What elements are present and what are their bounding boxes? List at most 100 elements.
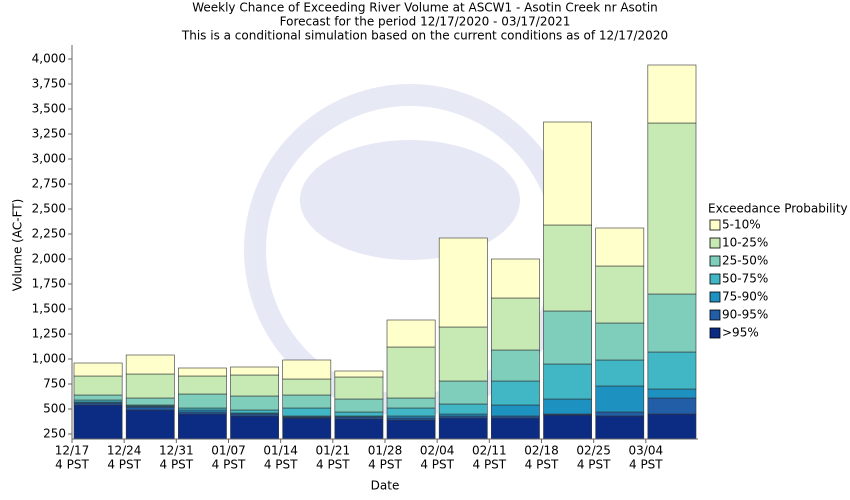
bar-segment xyxy=(125,397,175,406)
bar-segment xyxy=(178,393,227,409)
x-tick-sublabel: 4 PST xyxy=(577,458,611,472)
bar-segment xyxy=(491,380,540,406)
legend-label: 25-50% xyxy=(722,254,768,268)
y-tick-label: 3,250 xyxy=(32,127,66,141)
bar-segment xyxy=(491,297,540,351)
legend-swatch xyxy=(709,327,721,339)
y-tick-label: 2,000 xyxy=(32,252,66,266)
x-tick-sublabel: 4 PST xyxy=(368,458,402,472)
bar-segment xyxy=(491,258,540,299)
y-tick-label: 3,000 xyxy=(32,152,66,166)
x-tick-label: 02/11 xyxy=(472,444,507,458)
bar-segment xyxy=(386,346,436,399)
bar-segment xyxy=(438,237,488,328)
bar-segment xyxy=(543,310,592,365)
x-tick-label: 12/24 xyxy=(107,444,142,458)
x-tick-sublabel: 4 PST xyxy=(264,458,298,472)
y-tick-label: 250 xyxy=(43,427,66,441)
bar-segment xyxy=(543,363,592,400)
legend-label: 75-90% xyxy=(722,290,768,304)
bar-segment xyxy=(334,376,384,400)
bar-segment xyxy=(543,398,592,415)
bar-segment xyxy=(334,398,384,413)
bar-segment xyxy=(230,366,279,376)
x-tick-label: 01/07 xyxy=(211,444,246,458)
bar-segment xyxy=(595,411,645,417)
y-tick-label: 1,000 xyxy=(32,352,66,366)
bar-segment xyxy=(647,388,697,399)
legend-title: Exceedance Probability xyxy=(708,202,848,216)
x-tick-label: 02/18 xyxy=(524,444,559,458)
bar-segment xyxy=(438,326,488,382)
x-tick-label: 12/31 xyxy=(159,444,194,458)
bar-segment xyxy=(438,380,488,405)
x-tick-sublabel: 4 PST xyxy=(629,458,663,472)
bar-segment xyxy=(178,367,227,377)
bar-segment xyxy=(73,375,123,396)
bar-segment xyxy=(595,359,645,387)
x-tick-label: 01/14 xyxy=(263,444,298,458)
bar-segment xyxy=(125,409,175,439)
bar-segment xyxy=(595,265,645,324)
bar-segment xyxy=(282,407,332,417)
legend-label: 5-10% xyxy=(722,218,761,232)
x-tick-label: 02/04 xyxy=(420,444,455,458)
bar-segment xyxy=(334,370,384,378)
y-tick-label: 2,250 xyxy=(32,227,66,241)
bar-segment xyxy=(386,407,436,417)
x-tick-sublabel: 4 PST xyxy=(55,458,89,472)
x-tick-label: 01/21 xyxy=(316,444,351,458)
y-tick-label: 3,500 xyxy=(32,102,66,116)
y-axis-label: Volume (AC-FT) xyxy=(11,199,25,292)
chart-subtitle: This is a conditional simulation based o… xyxy=(181,29,668,43)
bar-segment xyxy=(595,227,645,267)
bar-segment xyxy=(282,359,332,380)
y-tick-label: 1,250 xyxy=(32,327,66,341)
legend-swatch xyxy=(709,291,721,303)
bar-segment xyxy=(178,413,227,439)
bar-segment xyxy=(73,404,123,439)
legend-label: 90-95% xyxy=(722,308,768,322)
legend-swatch xyxy=(709,309,721,321)
bar-segment xyxy=(125,406,175,411)
x-tick-sublabel: 4 PST xyxy=(420,458,454,472)
y-tick-label: 2,750 xyxy=(32,177,66,191)
legend-swatch xyxy=(709,255,721,267)
x-tick-sublabel: 4 PST xyxy=(107,458,141,472)
bar-segment xyxy=(647,351,697,390)
bar-segment xyxy=(647,293,697,353)
x-tick-sublabel: 4 PST xyxy=(525,458,559,472)
y-tick-label: 500 xyxy=(43,402,66,416)
x-axis-label: Date xyxy=(371,479,400,493)
chart-title: Weekly Chance of Exceeding River Volume … xyxy=(192,1,658,15)
bar-segment xyxy=(647,64,697,124)
x-tick-sublabel: 4 PST xyxy=(212,458,246,472)
y-tick-label: 2,500 xyxy=(32,202,66,216)
x-tick-sublabel: 4 PST xyxy=(316,458,350,472)
legend-label: 50-75% xyxy=(722,272,768,286)
legend-swatch xyxy=(709,237,721,249)
bar-segment xyxy=(125,354,175,375)
x-tick-sublabel: 4 PST xyxy=(473,458,507,472)
bar-segment xyxy=(282,394,332,409)
bar-segment xyxy=(491,349,540,382)
bar-segment xyxy=(73,362,123,377)
bar-segment xyxy=(178,375,227,395)
chart-subtitle: Forecast for the period 12/17/2020 - 03/… xyxy=(280,15,571,29)
bar-segment xyxy=(230,374,279,397)
bar-segment xyxy=(73,394,123,401)
x-tick-label: 12/17 xyxy=(55,444,90,458)
y-tick-label: 1,500 xyxy=(32,302,66,316)
bar-segment xyxy=(230,395,279,411)
bar-segment xyxy=(386,319,436,348)
bar-segment xyxy=(125,373,175,399)
x-tick-sublabel: 4 PST xyxy=(160,458,194,472)
y-tick-label: 3,750 xyxy=(32,77,66,91)
x-tick-label: 02/25 xyxy=(576,444,611,458)
y-tick-label: 4,000 xyxy=(32,52,66,66)
bar-segment xyxy=(595,385,645,413)
bar-segment xyxy=(543,121,592,226)
bar-segment xyxy=(282,378,332,396)
bar-segment xyxy=(595,322,645,361)
